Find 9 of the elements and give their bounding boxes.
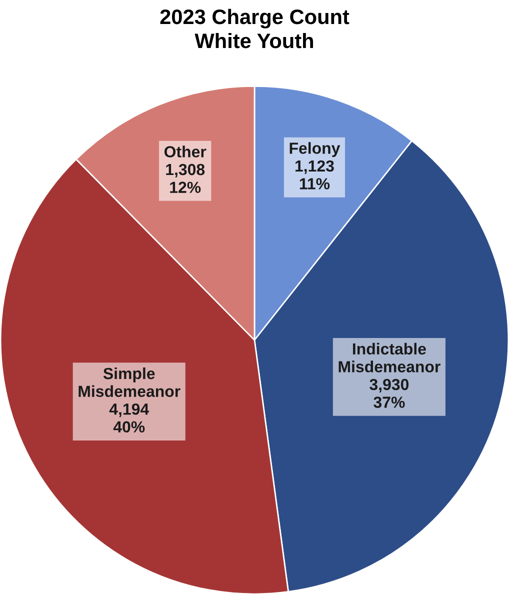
- data-label: 4,194 40%: [109, 403, 150, 433]
- data-label: 1,123 11%: [296, 160, 334, 190]
- slice-label: Other: [164, 146, 206, 158]
- slice-label: Indictable Misdemeanor: [338, 342, 440, 372]
- chart-title: 2023 Charge Count White Youth: [160, 8, 350, 48]
- data-label: 1,308 12%: [166, 164, 205, 193]
- slice-label: Simple Misdemeanor: [78, 367, 180, 397]
- slice-label: Felony: [290, 142, 340, 158]
- data-label: 3,930 37%: [370, 378, 409, 408]
